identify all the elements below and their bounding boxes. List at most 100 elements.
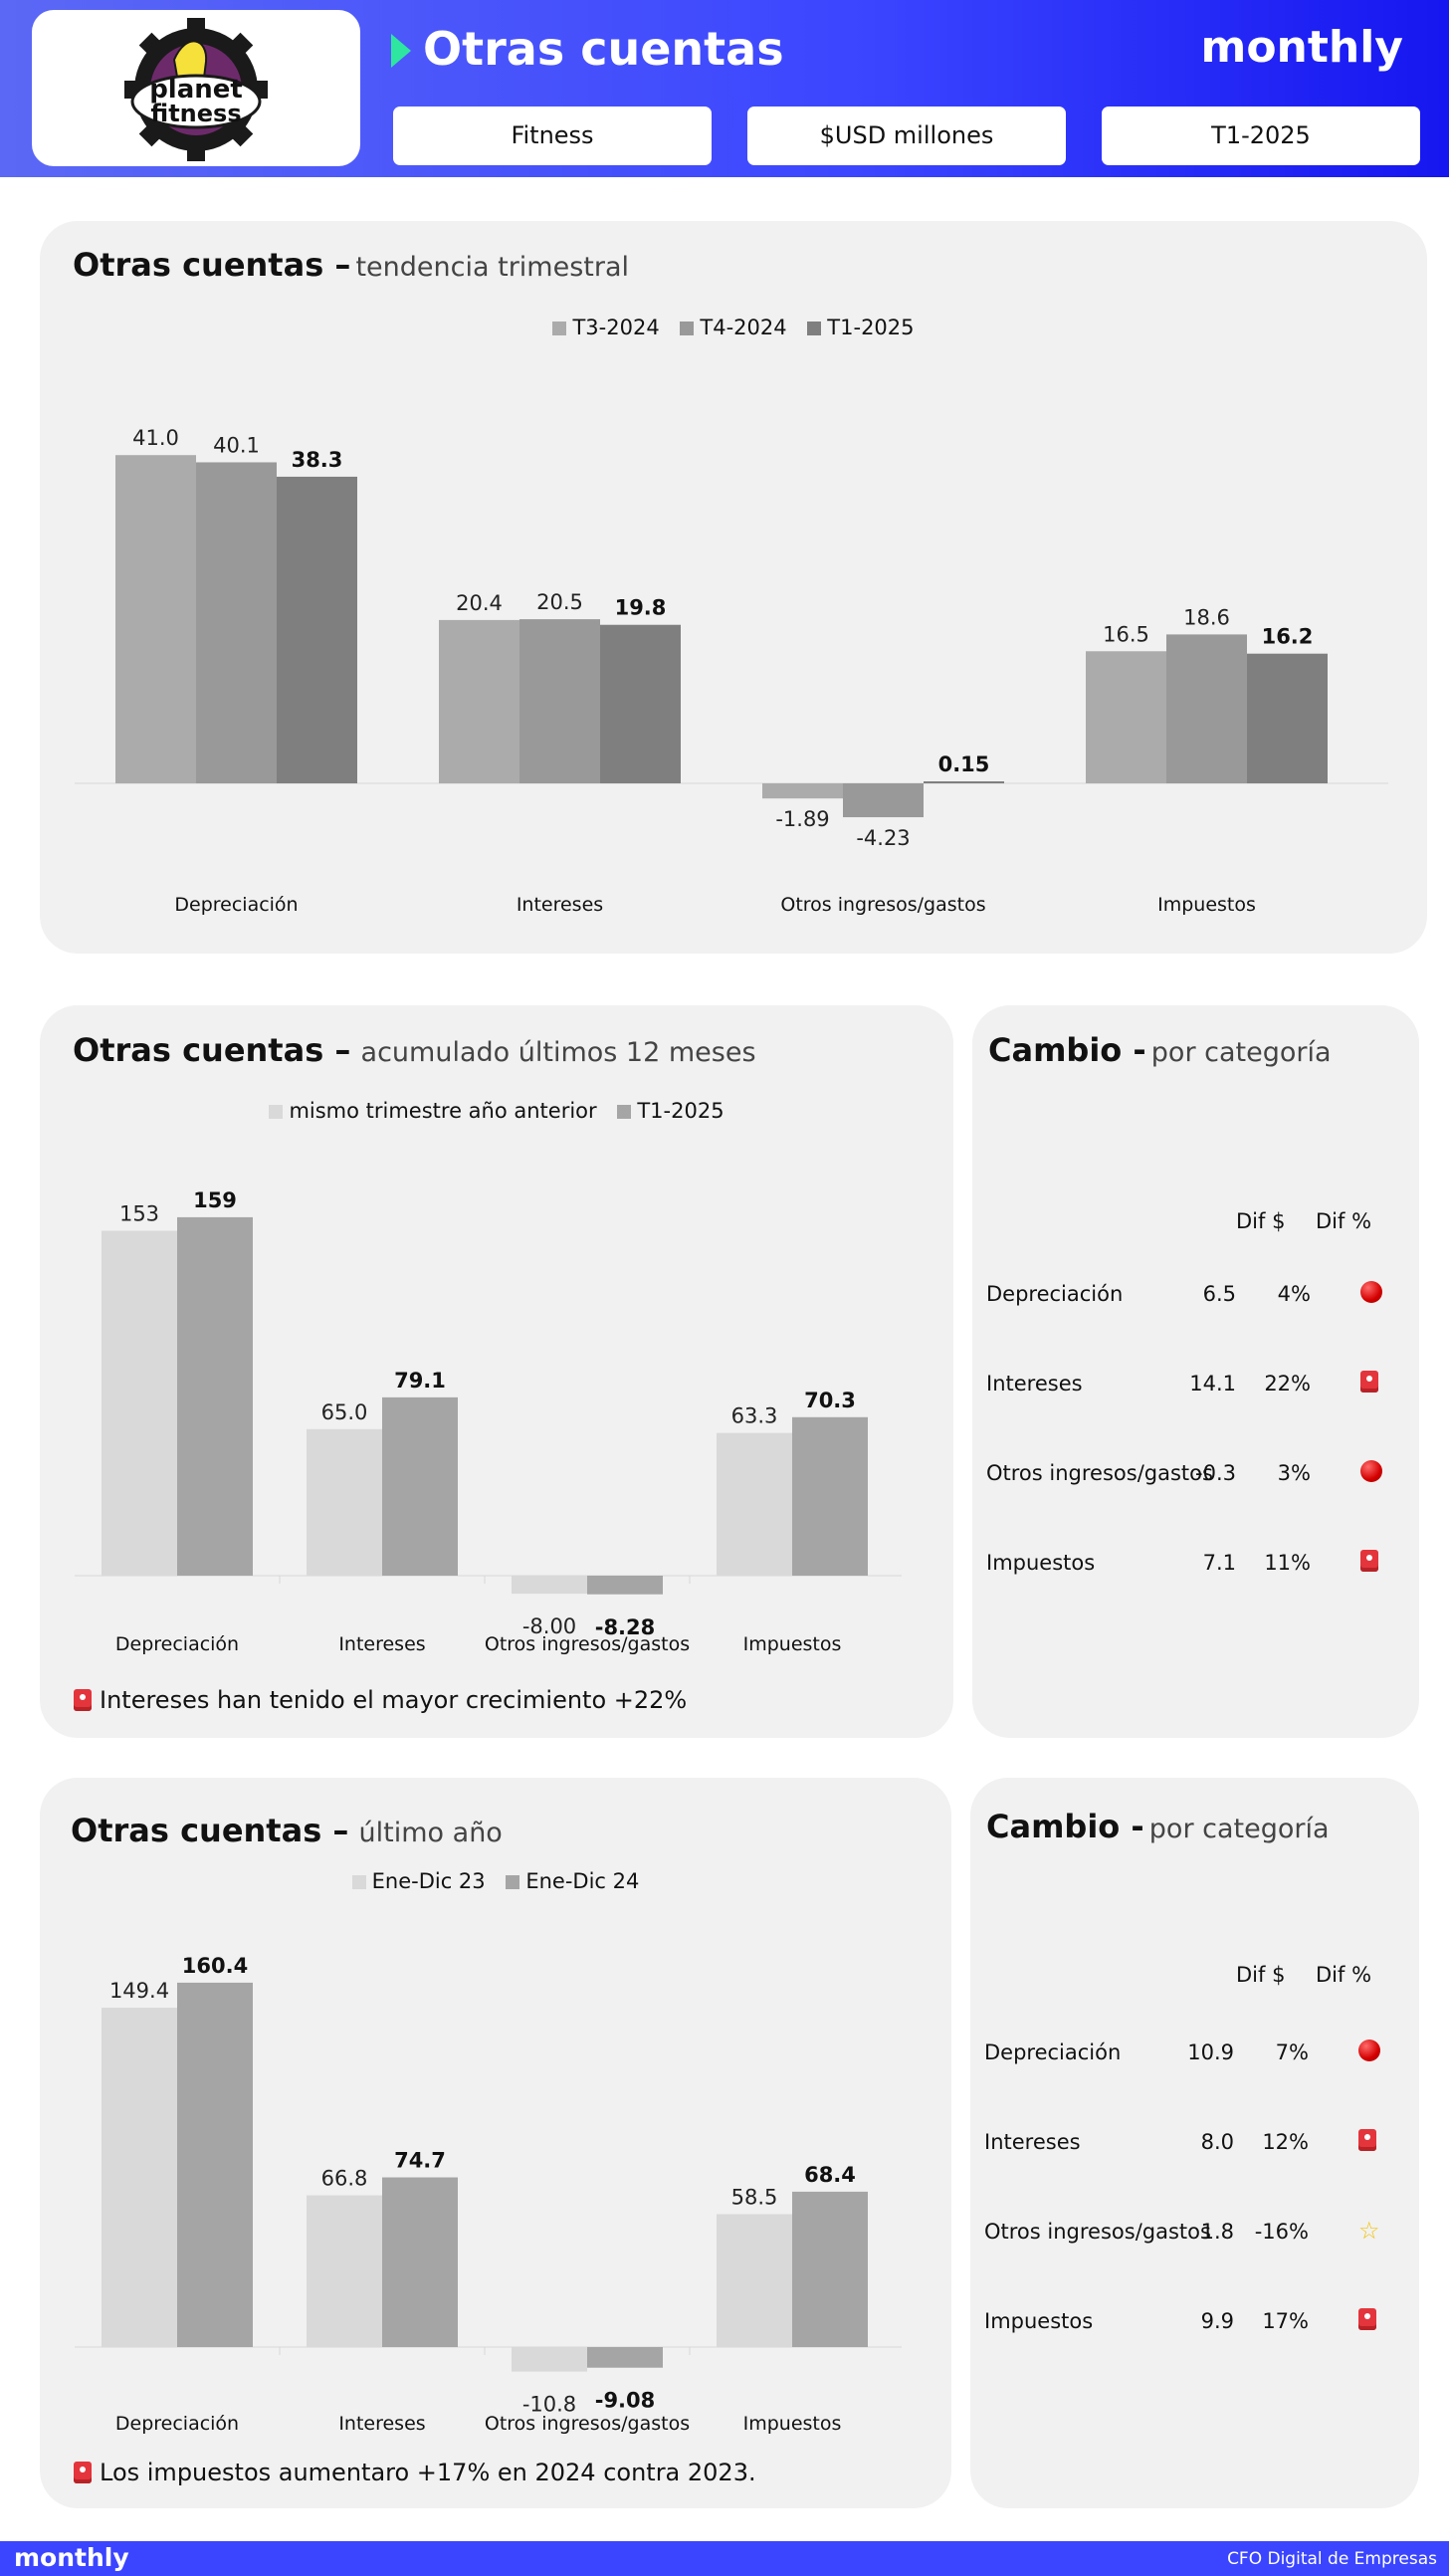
filter-industry[interactable]: Fitness (393, 107, 712, 165)
card-title: Cambio - por categoría (988, 1031, 1332, 1069)
change-category: Impuestos (984, 2309, 1094, 2333)
bar-otrosingresosgastos-1 (587, 2347, 663, 2368)
change-row: Otros ingresos/gastos -0.3 3% (972, 1460, 1410, 1491)
change-diff-usd: 14.1 (1189, 1372, 1236, 1395)
change-row: Impuestos 7.1 11% (972, 1550, 1410, 1581)
change-diff-pct: -16% (1254, 2220, 1309, 2244)
bar-intereses-2 (600, 624, 681, 783)
bar-depreciación-1 (177, 1216, 253, 1576)
bar-depreciación-0 (102, 2008, 177, 2347)
bar-otrosingresosgastos-1 (587, 1576, 663, 1595)
change-diff-pct: 22% (1264, 1372, 1311, 1395)
data-label: 16.2 (1262, 625, 1314, 649)
change-row: Depreciación 6.5 4% (972, 1281, 1410, 1312)
data-label: 68.4 (804, 2163, 856, 2187)
card-title: Otras cuentas – último año (71, 1812, 503, 1849)
change-category: Impuestos (986, 1551, 1096, 1575)
col-header-dif-pct: Dif % (1316, 1209, 1372, 1233)
legend-item: Ene-Dic 23 (351, 1869, 486, 1893)
logo-box: planet fitness (32, 10, 360, 166)
red-dot-icon (1358, 2039, 1380, 2066)
data-label: -10.8 (522, 2393, 576, 2417)
col-header-dif-usd: Dif $ (1236, 1209, 1286, 1233)
col-header-dif-pct: Dif % (1316, 1963, 1372, 1987)
card-title: Otras cuentas – tendencia trimestral (73, 246, 630, 284)
change-diff-pct: 7% (1275, 2040, 1309, 2064)
data-label: 16.5 (1103, 622, 1149, 646)
alert-flag-icon (74, 2462, 92, 2483)
data-label: 65.0 (321, 1400, 368, 1424)
legend-item: Ene-Dic 24 (506, 1869, 639, 1893)
data-label: -8.28 (595, 1615, 656, 1639)
legend: Ene-Dic 23 Ene-Dic 24 (40, 1869, 951, 1893)
data-label: 18.6 (1183, 605, 1230, 629)
bar-impuestos-0 (717, 1432, 792, 1576)
insight-note: Intereses han tenido el mayor crecimient… (74, 1686, 687, 1714)
brand-logo-text: monthly (1200, 22, 1403, 73)
change-category: Depreciación (984, 2040, 1122, 2064)
change-row: Depreciación 10.9 7% (970, 2039, 1408, 2070)
bar-chart-last-year: 149.4 160.4 Depreciación 66.8 74.7 Intereses -… (75, 1954, 902, 2435)
card-change-ltm: Cambio - por categoría Dif $ Dif % Depre… (972, 1005, 1419, 1738)
category-label: Depreciación (174, 894, 298, 916)
filter-period[interactable]: T1-2025 (1102, 107, 1420, 165)
category-label: Depreciación (115, 2413, 239, 2435)
change-diff-usd: 7.1 (1202, 1551, 1236, 1575)
header-banner: planet fitness Otras cuentas monthly Fit… (0, 0, 1449, 177)
change-category: Intereses (986, 1372, 1083, 1395)
filter-currency[interactable]: $USD millones (747, 107, 1066, 165)
alert-flag-icon (1360, 1550, 1386, 1574)
bar-impuestos-0 (1086, 651, 1166, 783)
bar-depreciación-1 (177, 1982, 253, 2347)
category-label: Otros ingresos/gastos (485, 2413, 690, 2435)
change-row: Impuestos 9.9 17% (970, 2308, 1408, 2339)
change-row: Intereses 8.0 12% (970, 2129, 1408, 2160)
change-diff-pct: 11% (1264, 1551, 1311, 1575)
change-category: Otros ingresos/gastos (984, 2220, 1211, 2244)
bar-intereses-0 (307, 2195, 382, 2347)
bar-intereses-0 (307, 1428, 382, 1576)
data-label: 63.3 (731, 1404, 778, 1428)
legend: T3-2024 T4-2024 T1-2025 (40, 316, 1427, 339)
bar-impuestos-0 (717, 2214, 792, 2347)
card-change-year: Cambio - por categoría Dif $ Dif % Depre… (970, 1778, 1419, 2508)
data-label: 58.5 (731, 2185, 778, 2209)
category-label: Otros ingresos/gastos (485, 1633, 690, 1655)
change-row: Otros ingresos/gastos 1.8 -16% ☆ (970, 2217, 1408, 2250)
card-ltm: Otras cuentas – acumulado últimos 12 mes… (40, 1005, 953, 1738)
alert-flag-icon (1358, 2129, 1384, 2153)
data-label: -8.00 (522, 1614, 576, 1638)
change-diff-pct: 12% (1262, 2130, 1309, 2154)
category-label: Impuestos (743, 2413, 842, 2435)
data-label: 38.3 (292, 448, 343, 472)
change-diff-pct: 17% (1262, 2309, 1309, 2333)
legend-item: T4-2024 (680, 316, 787, 339)
bar-otrosingresosgastos-0 (512, 2347, 587, 2372)
bar-depreciación-0 (115, 455, 196, 783)
legend-item: mismo trimestre año anterior (269, 1099, 597, 1123)
bar-chart-ltm: 153 159 Depreciación 65.0 79.1 Intereses -8.00… (75, 1188, 902, 1655)
card-title: Cambio - por categoría (986, 1808, 1330, 1845)
logo-text-planet: planet (149, 75, 243, 105)
change-diff-usd: 8.0 (1200, 2130, 1234, 2154)
change-category: Otros ingresos/gastos (986, 1461, 1213, 1485)
card-last-year: Otras cuentas – último año Ene-Dic 23 En… (40, 1778, 951, 2508)
bar-chart-quarterly: 41.0 40.1 38.3 Depreciación 20.4 20.5 19.8 Inte… (75, 426, 1388, 916)
category-label: Intereses (338, 1633, 425, 1655)
insight-note: Los impuestos aumentaro +17% en 2024 con… (74, 2459, 756, 2486)
bar-impuestos-2 (1247, 653, 1328, 783)
star-icon: ☆ (1358, 2217, 1380, 2245)
data-label: 0.15 (938, 752, 990, 776)
category-label: Otros ingresos/gastos (780, 894, 985, 916)
alert-flag-icon (74, 1689, 92, 1711)
category-label: Intereses (517, 894, 603, 916)
change-diff-usd: 10.9 (1187, 2040, 1234, 2064)
category-label: Depreciación (115, 1633, 239, 1655)
data-label: 159 (193, 1188, 237, 1212)
bar-depreciación-0 (102, 1230, 177, 1576)
bar-otrosingresosgastos-0 (762, 783, 843, 799)
alert-flag-icon (1358, 2308, 1384, 2332)
bar-intereses-0 (439, 619, 519, 783)
footer-brand: monthly (14, 2543, 129, 2572)
data-label: -4.23 (856, 826, 910, 850)
